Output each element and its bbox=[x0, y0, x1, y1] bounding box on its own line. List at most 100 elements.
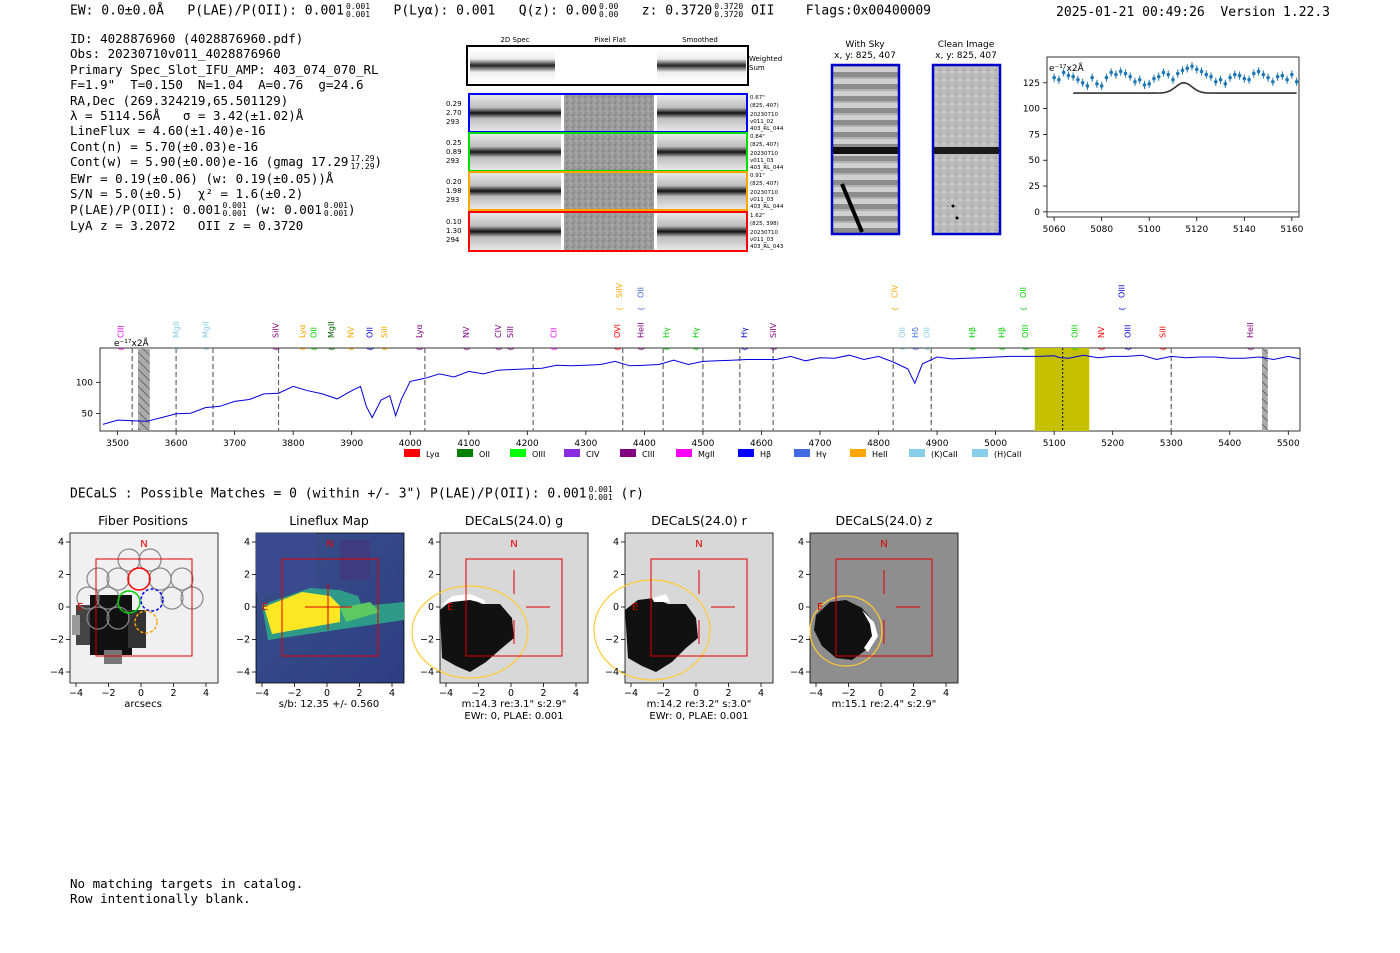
cutout-row-3: 0.20 1.98 293 0.91" (825, 407) 20230710 … bbox=[446, 171, 784, 211]
legend-label: CIV bbox=[586, 450, 600, 459]
spectrum-line-bracket: { bbox=[1159, 347, 1167, 351]
spectrum-highlight bbox=[1034, 348, 1090, 431]
spectrum-line-label: OIII bbox=[1021, 325, 1030, 338]
zoom-data-point bbox=[1275, 74, 1280, 79]
spectrum-line-label: OIII bbox=[1117, 285, 1126, 298]
spectrum-xtick-label: 5500 bbox=[1277, 439, 1300, 449]
legend-swatch bbox=[794, 449, 810, 457]
zoom-data-point bbox=[1080, 81, 1085, 85]
spectrum-line-bracket: { bbox=[924, 347, 932, 351]
panel-xtick-label: 2 bbox=[910, 688, 916, 699]
spectrum-line-bracket: { bbox=[507, 347, 515, 351]
zoom-data-point bbox=[1194, 67, 1199, 72]
panel-ytick-label: 2 bbox=[428, 570, 434, 581]
panel-ytick-label: −4 bbox=[50, 667, 64, 678]
zoom-data-point bbox=[1285, 77, 1289, 82]
legend-label: (K)CaII bbox=[931, 450, 958, 459]
row-2-a: 0.25 bbox=[446, 139, 462, 147]
zoom-data-point bbox=[1209, 74, 1213, 79]
spectrum-line-label: OII bbox=[636, 287, 645, 298]
header-qz-lo: 0.00 bbox=[599, 10, 619, 19]
zoom-data-point bbox=[1185, 66, 1190, 71]
spectrum-xtick-label: 5000 bbox=[984, 439, 1007, 449]
cutout-row-1-2d bbox=[470, 95, 561, 131]
cutout-row-2-smooth bbox=[657, 134, 746, 170]
zoom-data-point bbox=[1237, 73, 1242, 78]
panel-1-east: E bbox=[77, 602, 83, 613]
zoom-data-point bbox=[1166, 72, 1171, 77]
spectrum-line-bracket: { bbox=[202, 347, 210, 351]
panel-1-title: Fiber Positions bbox=[98, 513, 188, 528]
zoom-xtick-label: 5120 bbox=[1185, 225, 1208, 235]
row-1-d3: 20230710 bbox=[750, 112, 778, 118]
legend-swatch bbox=[620, 449, 636, 457]
spectrum-line-label: OII bbox=[1019, 287, 1028, 298]
panel-3-title: DECaLS(24.0) g bbox=[465, 513, 563, 528]
zoom-data-point bbox=[1218, 77, 1223, 82]
row-1-d1: 0.67" bbox=[750, 95, 765, 101]
spectrum-line-bracket: { bbox=[899, 347, 907, 351]
info-fparams: F=1.9" T=0.150 N=1.04 A=0.76 g=24.6 bbox=[70, 77, 364, 93]
zoom-data-point bbox=[1147, 82, 1152, 86]
header-z-line: OII bbox=[750, 3, 775, 19]
panel-3-box bbox=[465, 558, 563, 657]
panel-xtick-label: −2 bbox=[101, 688, 115, 699]
zoom-data-point bbox=[1271, 79, 1275, 84]
spectrum-xtick-label: 4300 bbox=[574, 439, 597, 449]
zoom-data-point bbox=[1294, 79, 1299, 84]
cutout-row-3-frame bbox=[468, 171, 748, 211]
panel-xtick-label: 0 bbox=[508, 688, 514, 699]
info-lineflux: LineFlux = 4.60(±1.40)e-16 bbox=[70, 123, 266, 139]
zoom-data-point bbox=[1199, 69, 1204, 74]
zoom-data-point bbox=[1290, 72, 1294, 77]
spectrum-line-bracket: { bbox=[1098, 347, 1106, 351]
row-4-c: 294 bbox=[446, 236, 460, 244]
spectrum-e17-label: e⁻¹⁷x2Å bbox=[114, 337, 150, 349]
panel-4-info2: EWr: 0, PLAE: 0.001 bbox=[649, 711, 748, 722]
zoom-data-point bbox=[1261, 72, 1266, 77]
zoom-data-point bbox=[1223, 82, 1228, 86]
panel-ytick-label: −4 bbox=[605, 667, 619, 678]
catalog-note: No matching targets in catalog. Row inten… bbox=[70, 876, 303, 906]
legend-label: CIII bbox=[642, 450, 655, 459]
panel-decals-z: DECaLS(24.0) z N E m:15.1 re:2.4" s:2.9" bbox=[809, 513, 959, 710]
zoom-data-point bbox=[1256, 69, 1261, 74]
zoom-data-point bbox=[1066, 73, 1071, 78]
col-2d-spec: 2D Spec bbox=[500, 36, 529, 44]
row-1-b: 2.70 bbox=[446, 109, 462, 117]
cutout-row-2-flat bbox=[564, 134, 654, 170]
spectrum-line-label: OVI bbox=[613, 324, 622, 338]
with-sky-xy: x, y: 825, 407 bbox=[834, 51, 896, 61]
spectrum-xtick-label: 4200 bbox=[516, 439, 539, 449]
panel-ytick-label: 2 bbox=[244, 570, 250, 581]
panel-ytick-label: 0 bbox=[798, 602, 804, 613]
row-1-d5: 403_RL_044 bbox=[750, 126, 784, 132]
zoom-data-point bbox=[1128, 74, 1133, 79]
panel-3-ellipse bbox=[411, 585, 529, 679]
legend-label: HeII bbox=[872, 450, 888, 459]
zoom-data-point bbox=[1152, 76, 1156, 81]
legend-label: (H)CaII bbox=[994, 450, 1021, 459]
panel-xtick-label: −2 bbox=[841, 688, 855, 699]
with-sky-title: With Sky bbox=[845, 40, 885, 50]
panel-3-info2: EWr: 0, PLAE: 0.001 bbox=[464, 711, 563, 722]
panel-4-info1: m:14.2 re:3.2" s:3.0" bbox=[647, 699, 752, 710]
spectrum-line-label: CIII bbox=[116, 325, 125, 338]
cutout-row-2: 0.25 0.89 293 0.84" (825, 407) 20230710 … bbox=[446, 132, 784, 172]
header-z-lo: 0.3720 bbox=[714, 10, 744, 19]
spectrum-masked-region bbox=[1261, 348, 1268, 431]
spectrum-line-bracket: { bbox=[416, 347, 424, 351]
zoom-data-point bbox=[1266, 75, 1270, 80]
spectrum-line-label: Hδ bbox=[911, 327, 920, 338]
spectrum-line-bracket: { bbox=[637, 347, 645, 351]
panel-2-xlabel: s/b: 12.35 +/- 0.560 bbox=[279, 699, 379, 710]
row-3-d2: (825, 407) bbox=[750, 181, 779, 187]
panel-5-source bbox=[814, 600, 876, 660]
row-2-d3: 20230710 bbox=[750, 151, 778, 157]
spectrum-xtick-label: 4400 bbox=[633, 439, 656, 449]
zoom-ytick-label: 25 bbox=[1029, 182, 1040, 192]
spectrum-xtick-label: 3500 bbox=[106, 439, 129, 449]
zoom-data-point bbox=[1233, 72, 1237, 77]
decals-summary: DECaLS : Possible Matches = 0 (within +/… bbox=[70, 486, 644, 502]
spectrum-xtick-label: 5200 bbox=[1101, 439, 1124, 449]
